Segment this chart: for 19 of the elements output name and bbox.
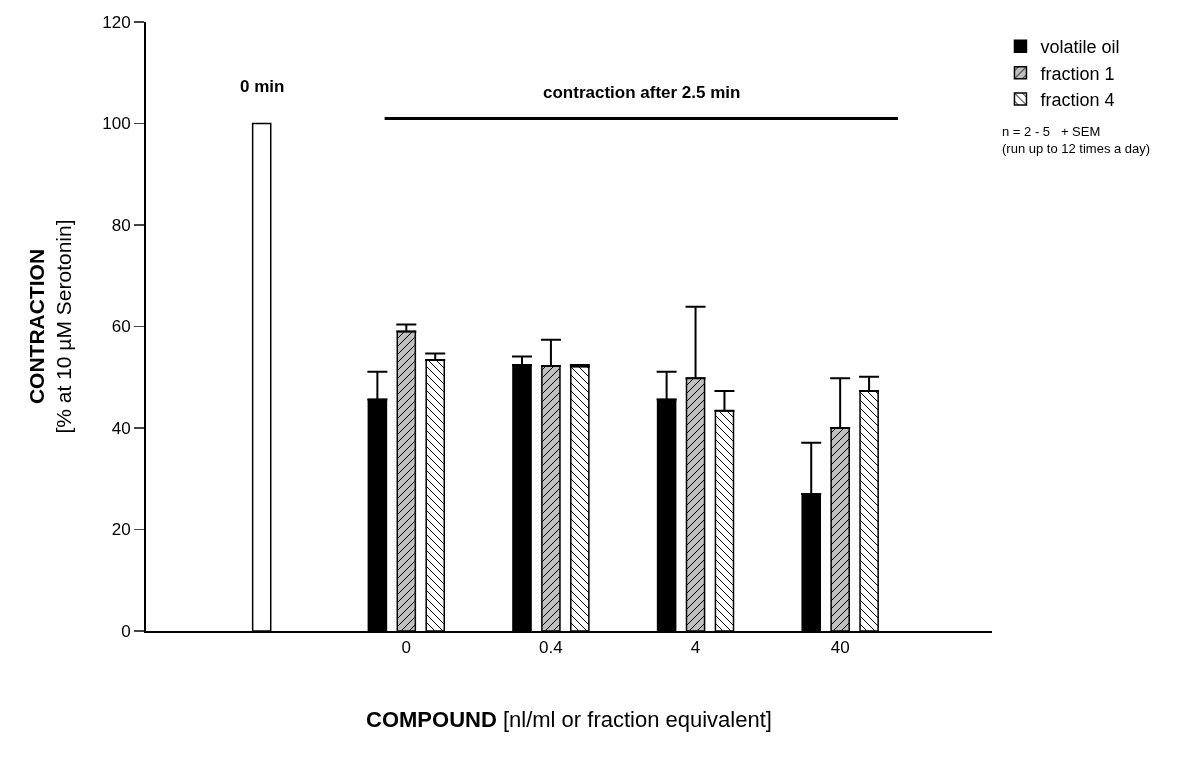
annotation: 0 min <box>240 77 285 96</box>
legend-label: volatile oil <box>1040 37 1120 58</box>
y-tick-label: 0 <box>121 621 131 641</box>
y-tick-label: 20 <box>111 520 131 540</box>
text: n = 2 - 5 + SEM (run up to 12 times a day) <box>1002 124 1151 156</box>
y-tick-label: 80 <box>111 215 131 235</box>
x-tick-label: 0 <box>401 638 412 658</box>
x-tick-label: 40 <box>830 638 850 658</box>
y-tick-label: 120 <box>102 12 131 32</box>
y-axis-title: CONTRACTION [% at 10 µM Serotonin] <box>24 219 75 434</box>
y-tick-label: 60 <box>111 317 131 337</box>
ref-line-label: contraction after 2.5 min <box>543 83 741 102</box>
x-axis-title: COMPOUND [nl/ml or fraction equivalent] <box>366 706 772 732</box>
y-tick-label: 40 <box>111 418 131 438</box>
legend-label: fraction 4 <box>1040 90 1115 111</box>
legend-label: fraction 1 <box>1040 63 1115 84</box>
x-tick-label: 4 <box>690 638 701 658</box>
x-tick-label: 0.4 <box>539 638 563 658</box>
y-tick-label: 100 <box>102 114 131 134</box>
